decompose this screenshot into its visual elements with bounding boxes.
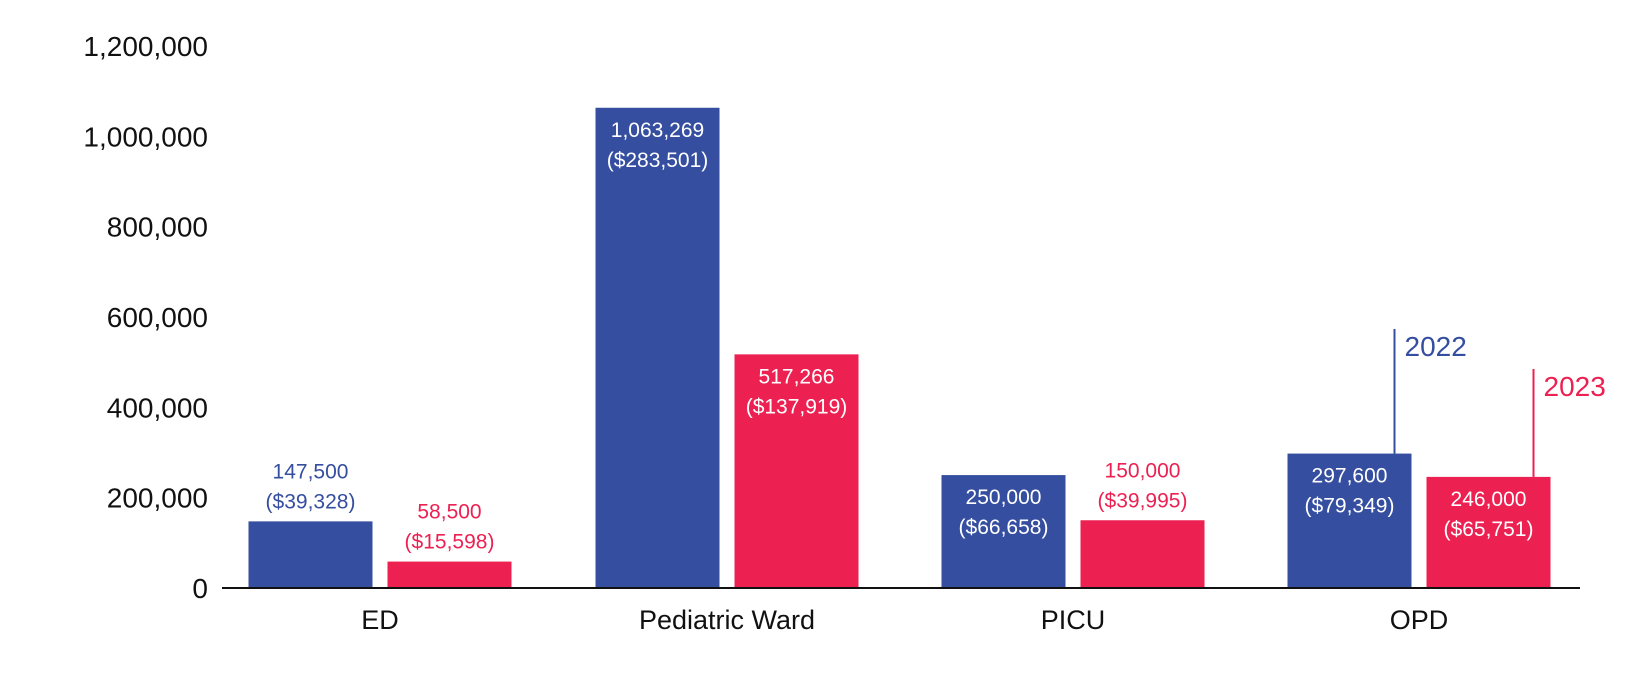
- y-tick-label: 400,000: [107, 392, 208, 423]
- data-label-cost: ($65,751): [1444, 518, 1534, 541]
- y-tick-label: 1,200,000: [83, 31, 208, 62]
- series-labels: 2022 2023: [1393, 329, 1606, 477]
- data-label-value: 246,000: [1451, 488, 1527, 511]
- category-label: OPD: [1390, 605, 1449, 635]
- data-label-value: 517,266: [759, 365, 835, 388]
- category-label: Pediatric Ward: [639, 605, 815, 635]
- bar-2022-opd: [1287, 453, 1412, 588]
- data-label-cost: ($15,598): [405, 531, 495, 554]
- bar-2023-pediatric-ward: [734, 354, 859, 588]
- bar-2022-picu: [941, 475, 1066, 588]
- data-label-value: 150,000: [1105, 459, 1181, 482]
- y-axis-ticks: 0 200,000 400,000 600,000 800,000 1,000,000 1,…: [83, 31, 208, 604]
- data-label-value: 297,600: [1312, 465, 1388, 488]
- y-tick-label: 0: [192, 573, 208, 604]
- bar-2022-pediatric-ward: [595, 107, 720, 588]
- data-label-cost: ($66,658): [959, 516, 1049, 539]
- series-label-2023: 2023: [1544, 371, 1606, 402]
- y-tick-label: 200,000: [107, 483, 208, 514]
- data-label-cost: ($137,919): [746, 395, 848, 418]
- bar-2022-ed: [248, 521, 373, 588]
- data-label-cost: ($39,328): [266, 490, 356, 513]
- data-label-value: 58,500: [417, 501, 481, 524]
- y-tick-label: 1,000,000: [83, 121, 208, 152]
- category-labels: ED Pediatric Ward PICU OPD: [361, 605, 1448, 635]
- series-label-2022: 2022: [1405, 331, 1467, 362]
- bar-2023-opd: [1426, 476, 1551, 588]
- bar-2023-picu: [1080, 520, 1205, 588]
- data-label-cost: ($79,349): [1305, 495, 1395, 518]
- y-tick-label: 600,000: [107, 302, 208, 333]
- data-label-cost: ($39,995): [1098, 489, 1188, 512]
- y-tick-label: 800,000: [107, 212, 208, 243]
- data-labels: 147,500 ($39,328) 1,063,269 ($283,501) 250,0…: [266, 119, 1534, 554]
- data-label-value: 147,500: [273, 460, 349, 483]
- data-label-value: 1,063,269: [611, 119, 704, 142]
- category-label: PICU: [1041, 605, 1106, 635]
- bar-2023-ed: [387, 561, 512, 588]
- data-label-value: 250,000: [966, 486, 1042, 509]
- bars: [248, 107, 1551, 588]
- category-label: ED: [361, 605, 399, 635]
- data-label-cost: ($283,501): [607, 149, 709, 172]
